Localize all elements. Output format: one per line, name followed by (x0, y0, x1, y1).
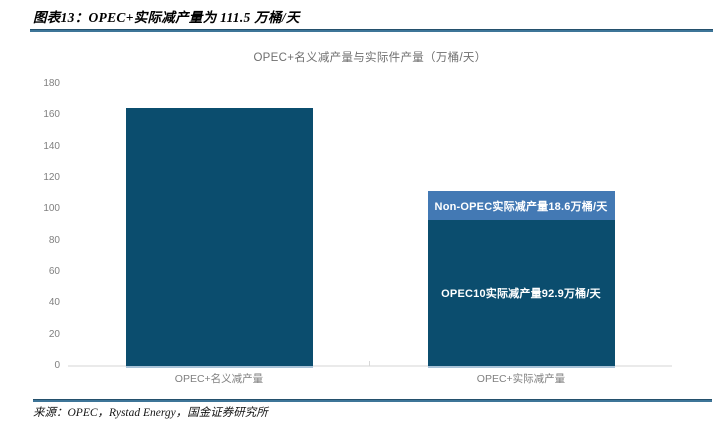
bar-value-label: OPEC10实际减产量92.9万桶/天 (441, 288, 601, 301)
y-axis-tick-label: 0 (54, 360, 60, 371)
y-axis-tick-label: 160 (43, 109, 60, 121)
x-axis-line (68, 365, 672, 367)
bar-value-label: Non-OPEC实际减产量18.6万桶/天 (434, 200, 608, 213)
y-axis-tick-label: 40 (48, 297, 60, 309)
y-axis-tick-label: 20 (48, 328, 60, 340)
source-note: 来源：OPEC，Rystad Energy，国金证券研究所 (33, 407, 268, 419)
y-axis-tick-label: 180 (43, 78, 60, 89)
footer-divider-line (33, 399, 712, 402)
bar-segment-opec10-actual-cut: OPEC10实际减产量92.9万桶/天 (427, 220, 615, 368)
x-axis-category-label: OPEC+名义减产量 (174, 373, 264, 385)
x-axis-category-tick (369, 361, 370, 366)
chart-title: OPEC+名义减产量与实际件产量（万桶/天） (253, 52, 487, 64)
bar-segment-non-opec-actual-cut: Non-OPEC实际减产量18.6万桶/天 (427, 191, 615, 221)
y-axis-tick-label: 100 (43, 203, 60, 215)
y-axis-tick-label: 80 (48, 234, 60, 246)
bar-segment-opec-plus-nominal-cut (125, 107, 313, 368)
y-axis-tick-label: 120 (43, 172, 60, 183)
y-axis-tick-label: 140 (43, 140, 60, 152)
x-axis-category-label: OPEC+实际减产量 (476, 373, 566, 385)
y-axis-tick-label: 60 (48, 266, 60, 277)
figure-title: 图表13：OPEC+实际减产量为 111.5 万桶/天 (33, 10, 300, 25)
header-divider-line (30, 29, 713, 32)
